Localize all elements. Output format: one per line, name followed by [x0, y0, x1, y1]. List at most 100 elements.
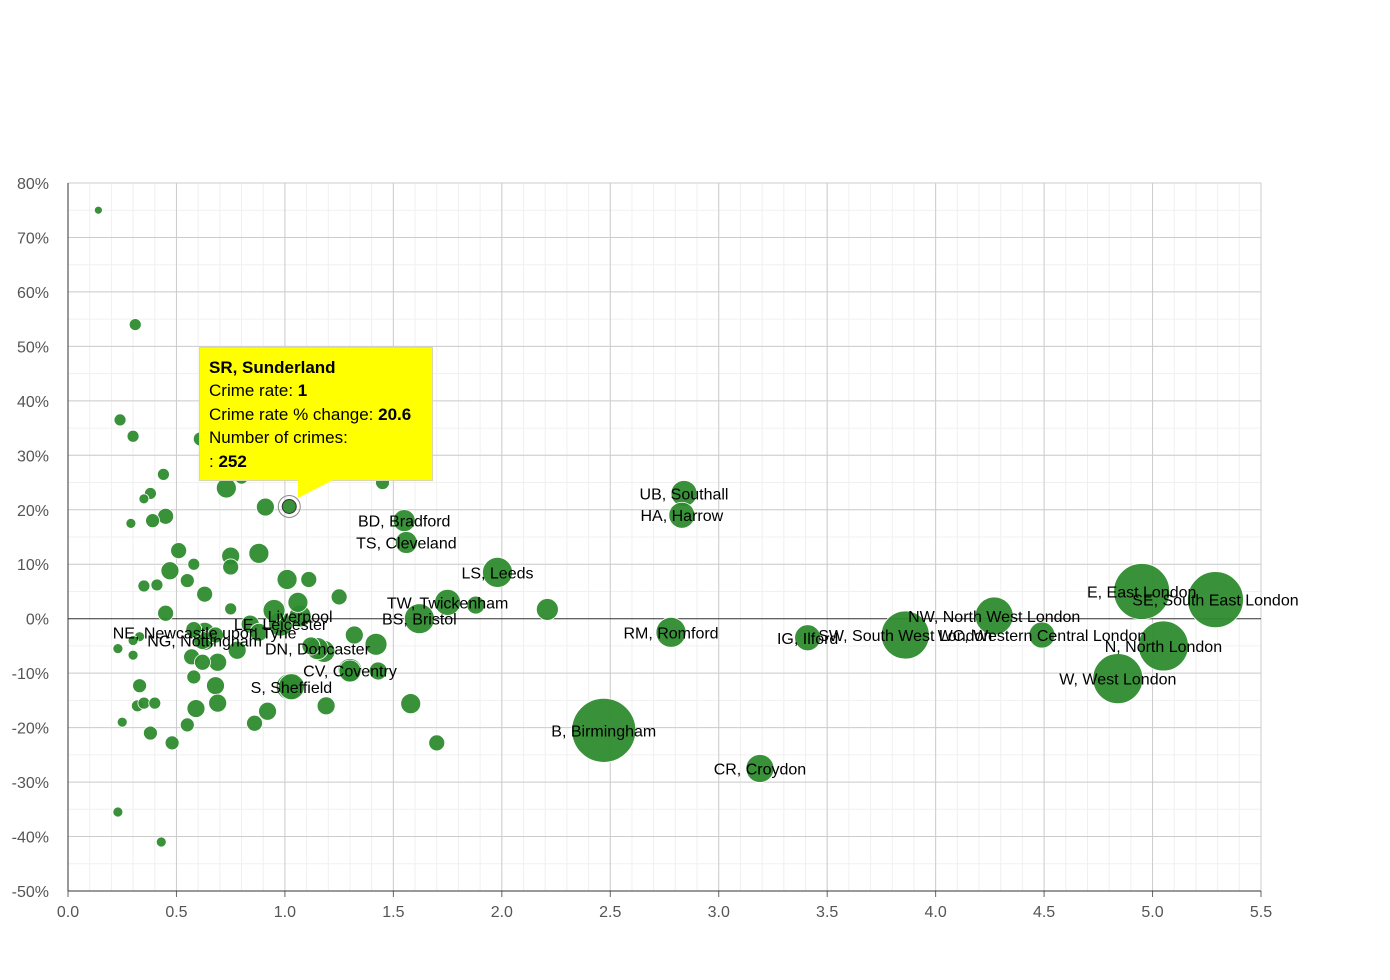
data-point[interactable] [300, 571, 318, 588]
data-point[interactable] [278, 673, 305, 701]
data-point[interactable] [157, 604, 175, 622]
data-point[interactable] [1092, 653, 1144, 704]
data-point[interactable] [194, 653, 211, 671]
data-point[interactable] [745, 754, 775, 783]
data-point[interactable] [338, 659, 362, 683]
data-point[interactable] [160, 561, 180, 581]
data-point[interactable] [255, 497, 275, 517]
data-point[interactable] [1113, 563, 1171, 620]
data-point[interactable] [207, 626, 224, 644]
data-point[interactable] [316, 696, 336, 716]
data-point[interactable] [138, 493, 150, 505]
axes: 0.0 0.5 1.0 1.5 2.0 2.5 3.0 3.5 4.0 4.5 5.0 5.5 80% 7… [12, 176, 1273, 921]
data-point[interactable] [185, 621, 203, 638]
data-point[interactable] [880, 610, 930, 660]
data-points[interactable] [93, 205, 1244, 848]
data-point[interactable] [428, 734, 446, 752]
data-point[interactable] [143, 725, 158, 741]
data-point[interactable] [208, 693, 228, 713]
data-point[interactable] [434, 588, 461, 616]
data-point[interactable] [148, 696, 162, 710]
data-point[interactable] [655, 616, 687, 648]
data-point[interactable] [403, 603, 435, 635]
data-point[interactable] [668, 501, 696, 529]
y-tick-label: 30% [17, 448, 49, 465]
data-point[interactable] [126, 429, 140, 443]
data-point[interactable] [132, 678, 147, 694]
data-point[interactable] [113, 413, 127, 427]
data-point[interactable] [974, 596, 1014, 636]
x-tick-label: 2.5 [599, 904, 621, 921]
data-point[interactable] [128, 318, 142, 332]
data-point[interactable] [127, 649, 139, 661]
data-point[interactable] [137, 696, 151, 710]
data-point[interactable] [157, 467, 170, 481]
data-point[interactable] [187, 557, 201, 571]
data-point[interactable] [208, 652, 228, 672]
data-point[interactable] [206, 676, 225, 696]
data-point[interactable] [145, 513, 160, 529]
data-point[interactable] [127, 635, 139, 646]
x-tick-label: 5.5 [1250, 904, 1272, 921]
data-point[interactable] [571, 697, 637, 763]
data-point[interactable] [249, 622, 269, 642]
data-point[interactable] [466, 595, 486, 615]
tooltip-change-label: Crime rate % change: [209, 404, 379, 424]
data-point[interactable] [222, 558, 240, 576]
grid-lines [67, 182, 1262, 892]
y-tick-label: 40% [17, 394, 49, 411]
point-label: NE, Newcastle upon Tyne [113, 625, 297, 642]
data-point[interactable] [400, 693, 422, 715]
tooltip-crime-rate-label: Crime rate: [209, 381, 298, 401]
data-point[interactable] [125, 517, 137, 529]
data-point[interactable] [394, 531, 418, 554]
data-point[interactable] [112, 643, 124, 655]
data-point[interactable] [246, 714, 263, 732]
data-point[interactable] [155, 836, 167, 848]
data-point[interactable] [287, 591, 309, 613]
data-point[interactable] [224, 602, 238, 616]
y-tick-label: -10% [12, 666, 49, 683]
data-point[interactable] [179, 573, 195, 588]
point-label: NW, North West London [908, 609, 1080, 626]
data-point[interactable] [137, 579, 151, 593]
data-point[interactable] [186, 669, 202, 685]
data-point[interactable] [196, 585, 214, 603]
data-point[interactable] [1137, 620, 1189, 672]
data-point[interactable] [368, 661, 388, 681]
data-point[interactable] [170, 542, 188, 560]
tooltip-pointer [298, 480, 333, 498]
data-point[interactable] [164, 735, 180, 751]
y-tick-label: 70% [17, 230, 49, 247]
data-point[interactable] [1028, 621, 1056, 649]
data-point[interactable] [150, 578, 164, 592]
point-label: LE, Leicester [234, 617, 328, 634]
data-point[interactable] [93, 205, 103, 215]
point-label: HA, Harrow [641, 508, 724, 525]
data-point[interactable] [364, 632, 388, 656]
y-tick-label: 50% [17, 339, 49, 356]
x-tick-label: 1.0 [274, 904, 296, 921]
data-point[interactable] [227, 640, 247, 660]
point-labels: UB, Southall HA, Harrow BD, Bradford TS, Cl… [113, 486, 1299, 778]
data-point[interactable] [258, 701, 277, 721]
data-point[interactable] [179, 717, 195, 733]
y-tick-label: 80% [17, 176, 49, 193]
data-point[interactable] [794, 624, 822, 652]
data-point[interactable] [116, 716, 128, 728]
data-point[interactable] [248, 542, 270, 564]
data-point[interactable] [330, 588, 348, 606]
data-point[interactable] [301, 636, 321, 656]
data-point[interactable] [482, 557, 513, 588]
data-point[interactable] [112, 806, 124, 818]
data-point[interactable] [157, 507, 175, 525]
data-point[interactable] [276, 569, 298, 590]
data-point[interactable] [344, 625, 364, 645]
tooltip-crime-rate-value: 1 [297, 381, 308, 401]
data-point[interactable] [1187, 571, 1244, 629]
data-point[interactable] [186, 699, 206, 718]
point-label: S, Sheffield [251, 680, 333, 697]
data-point[interactable] [535, 598, 559, 621]
data-point[interactable] [281, 499, 297, 515]
data-point[interactable] [262, 599, 286, 622]
